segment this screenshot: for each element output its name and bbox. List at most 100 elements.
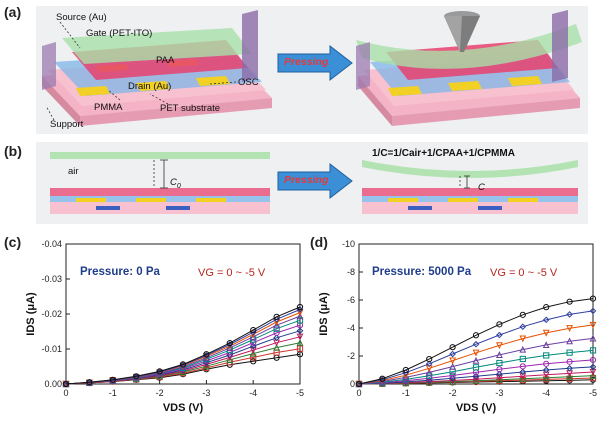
chart-c-xlabel: VDS (V)	[163, 402, 204, 414]
chart-d-data-point	[472, 372, 480, 380]
chart-d-data-point	[519, 363, 526, 370]
chart-c-ytick-label: -0.04	[41, 239, 62, 249]
chart-c-data-point	[203, 351, 210, 359]
chart-c-data-point	[250, 358, 257, 365]
chart-d-data-point	[542, 373, 550, 381]
chart-d-ytick-label: -6	[347, 295, 355, 305]
panel-label-b: (b)	[4, 143, 22, 159]
chart-c-data-point	[133, 373, 140, 380]
chart-d-xtick-label: -5	[589, 388, 597, 398]
chart-c-data-point	[296, 317, 304, 324]
chart-d-data-point	[449, 372, 456, 379]
chart-d-data-point	[496, 321, 503, 328]
chart-c-data-point	[249, 349, 257, 357]
chart-d-ylabel: IDS (μA)	[318, 292, 330, 336]
label-c0: C0	[170, 177, 181, 190]
chart-d-data-point	[566, 365, 573, 372]
chart-d-data-point	[589, 321, 597, 329]
chart-d-data-point	[543, 304, 550, 311]
chart-d-ytick-label: 0	[350, 379, 355, 389]
chart-d-series-line	[358, 349, 594, 385]
chart-d-data-point	[519, 323, 527, 331]
chart-d-xtick-label: -1	[402, 388, 410, 398]
chart-d-annotation-left: Pressure: 5000 Pa	[372, 266, 472, 278]
chart-c-ytick-label: 0.00	[44, 379, 62, 389]
capacitance-formula: 1/C=1/Cair+1/CPAA+1/CPMMA	[372, 148, 515, 159]
chart-d-series-line	[358, 324, 594, 385]
chart-d-data-point	[519, 311, 526, 318]
chart-d-data-point	[519, 355, 526, 363]
chart-c-data-point	[156, 368, 163, 375]
chart-c-data-point	[202, 354, 210, 361]
chart-c-data-point	[179, 361, 187, 368]
pressing-arrow-b	[277, 162, 353, 200]
chart-d-annotation-right: VG = 0 ~ -5 V	[490, 267, 558, 279]
label-air: air	[68, 166, 79, 177]
chart-c-data-point	[296, 338, 304, 346]
chart-d-data-point	[472, 340, 480, 348]
chart-c-data-point	[250, 339, 257, 346]
chart-d-data-point	[566, 325, 574, 332]
chart-d-data-point	[566, 337, 574, 345]
chart-d-data-point	[519, 373, 527, 381]
chart-d-ytick-label: -4	[347, 323, 355, 333]
chart-d-data-point	[496, 331, 503, 339]
pressing-label-b: Pressing	[284, 174, 329, 186]
chart-d-xtick-label: -2	[449, 388, 457, 398]
chart-d-xlabel: VDS (V)	[456, 402, 497, 414]
chart-c-data-point	[62, 380, 70, 388]
chart-c-ylabel: IDS (μA)	[25, 292, 37, 336]
chart-d-data-point	[519, 335, 527, 343]
chart-d-series	[355, 295, 597, 388]
chart-c-xtick-label: -5	[296, 388, 304, 398]
chart-d-data-point	[472, 332, 480, 339]
chart-d-series-line	[358, 337, 594, 385]
chart-d-data-point	[589, 307, 597, 315]
chart-d-data-point	[589, 347, 597, 354]
chart-c: 0 -1 -2 -3 -4 -5 0.00 -0.01 -0.02 -0.03 -0.04 VDS (…	[25, 239, 304, 414]
chart-d-data-point	[496, 359, 503, 367]
chart-d-data-point	[355, 380, 363, 388]
chart-c-data-point	[109, 376, 116, 383]
chart-d-xtick-label: 0	[356, 388, 361, 398]
chart-d-ytick-label: -8	[347, 267, 355, 277]
chart-d-ytick-label: -2	[347, 351, 355, 361]
chart-d: 0 -1 -2 -3 -4 -5 0 -2 -4 -6 -8 -10 VDS (V) IDS (μA)	[318, 239, 597, 414]
chart-d-data-point	[425, 360, 433, 368]
chart-c-xtick-label: -3	[202, 388, 210, 398]
pressing-label-a: Pressing	[284, 56, 329, 68]
chart-c-ytick-label: -0.03	[41, 274, 62, 284]
device-unpressed-illustration	[42, 10, 272, 126]
chart-d-series	[355, 307, 597, 388]
chart-c-data-point	[250, 327, 257, 334]
chart-c-data-point	[226, 339, 233, 347]
chart-c-data-point	[296, 303, 304, 311]
chart-d-data-point	[425, 376, 433, 384]
chart-c-data-point	[250, 354, 257, 361]
chart-d-data-point	[519, 376, 526, 384]
chart-d-data-point	[425, 368, 433, 376]
chart-c-data-point	[296, 327, 304, 335]
panel-label-c: (c)	[4, 234, 22, 250]
chart-d-xtick-label: -3	[495, 388, 503, 398]
chart-d-data-point	[496, 366, 503, 373]
chart-d-data-point	[542, 366, 550, 374]
chart-c-xtick-label: -4	[249, 388, 257, 398]
chart-d-data-point	[589, 356, 597, 364]
chart-d-series-line	[358, 359, 594, 385]
panel-label-a: (a)	[4, 4, 22, 20]
chart-d-data-point	[495, 374, 503, 382]
chart-d-data-point	[543, 360, 550, 367]
chart-d-ytick-label: -10	[342, 239, 355, 249]
chart-d-data-point	[542, 329, 550, 337]
label-paa: PAA	[156, 55, 175, 66]
chart-d-data-point	[566, 298, 573, 305]
chart-d-data-point	[495, 376, 503, 383]
label-pmma: PMMA	[94, 102, 123, 113]
label-support: Support	[50, 119, 84, 130]
chart-c-xtick-label: 0	[63, 388, 68, 398]
capacitor-unpressed-illustration	[50, 152, 270, 214]
chart-c-data-point	[249, 346, 257, 354]
chart-c-data-point	[296, 345, 304, 352]
chart-c-series	[62, 317, 304, 388]
